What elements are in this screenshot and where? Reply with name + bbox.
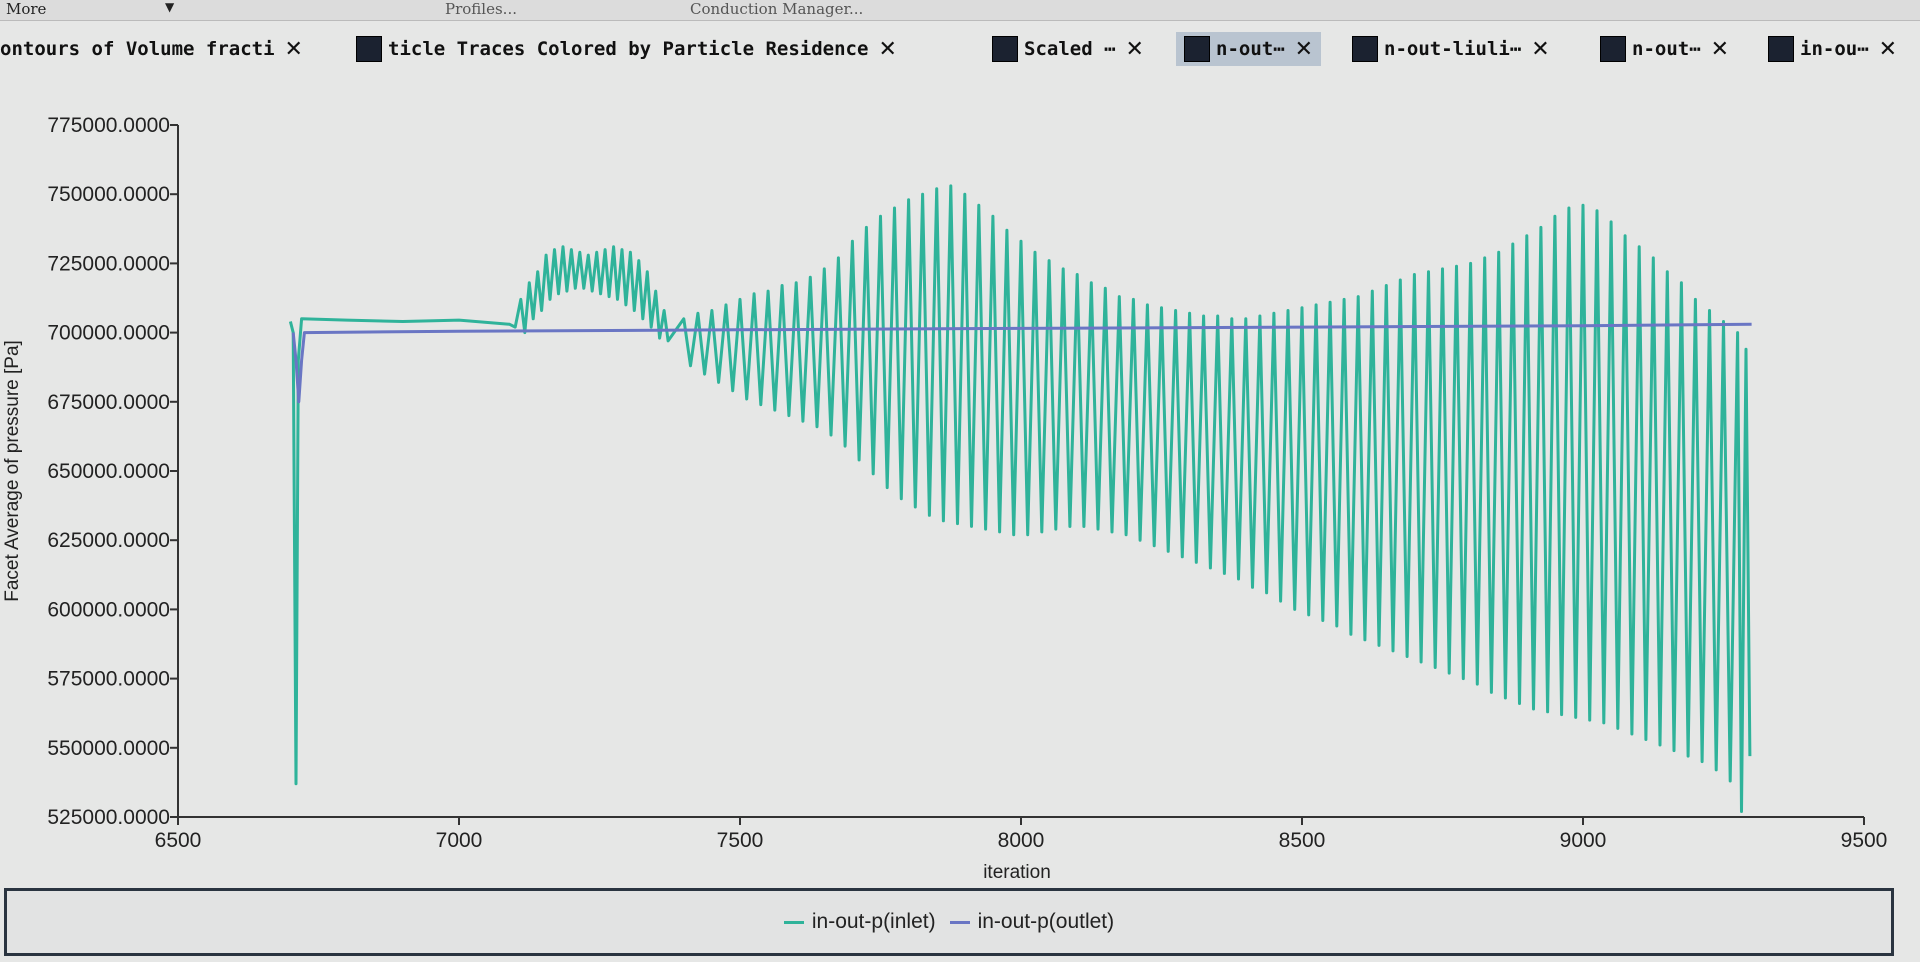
close-icon[interactable]: ✕ bbox=[1710, 36, 1730, 62]
close-icon[interactable]: ✕ bbox=[1531, 36, 1550, 62]
y-tick-label: 775000.0000 bbox=[47, 114, 170, 137]
y-tick-label: 625000.0000 bbox=[47, 529, 170, 552]
legend-item-outlet: in-out-p(outlet) bbox=[949, 910, 1115, 934]
tab-in-out-active[interactable]: n-out⋯ ✕ bbox=[1176, 32, 1322, 66]
x-tick-label: 8500 bbox=[1279, 829, 1326, 852]
y-tick-label: 650000.0000 bbox=[47, 460, 170, 483]
legend-label-inlet: in-out-p(inlet) bbox=[811, 910, 936, 933]
y-tick-label: 550000.0000 bbox=[47, 737, 170, 760]
conduction-manager-button[interactable]: Conduction Manager... bbox=[690, 0, 864, 18]
y-axis-title: Facet Average of pressure [Pa] bbox=[2, 340, 23, 602]
tab-scaled[interactable]: Scaled ⋯ ✕ bbox=[992, 32, 1144, 66]
y-tick-label: 725000.0000 bbox=[47, 252, 170, 275]
y-tick-label: 750000.0000 bbox=[47, 183, 170, 206]
y-tick-label: 600000.0000 bbox=[47, 598, 170, 621]
y-tick-label: 700000.0000 bbox=[47, 322, 170, 345]
graphics-window-icon bbox=[1768, 36, 1794, 62]
x-tick-label: 7000 bbox=[436, 829, 483, 852]
graphics-window-icon bbox=[1352, 36, 1378, 62]
legend-swatch-inlet bbox=[783, 920, 804, 924]
x-axis-title: iteration bbox=[983, 862, 1051, 880]
x-tick-label: 7500 bbox=[717, 829, 764, 852]
close-icon[interactable]: ✕ bbox=[1878, 36, 1898, 62]
tab-label: ticle Traces Colored by Particle Residen… bbox=[388, 38, 869, 60]
dropdown-arrow-icon[interactable]: ▼ bbox=[165, 0, 175, 14]
profiles-button[interactable]: Profiles... bbox=[445, 0, 517, 18]
legend-label-outlet: in-out-p(outlet) bbox=[977, 910, 1115, 933]
tab-label: in-ou⋯ bbox=[1800, 38, 1869, 60]
graphics-window-icon bbox=[1600, 36, 1626, 62]
tab-in-out-3[interactable]: in-ou⋯ ✕ bbox=[1768, 32, 1897, 66]
tab-label: n-out⋯ bbox=[1632, 38, 1701, 60]
tab-label: n-out⋯ bbox=[1216, 38, 1285, 60]
close-icon[interactable]: ✕ bbox=[1294, 36, 1314, 62]
tab-particle-traces[interactable]: ticle Traces Colored by Particle Residen… bbox=[356, 32, 897, 66]
graphics-window-icon bbox=[356, 36, 382, 62]
close-icon[interactable]: ✕ bbox=[1125, 36, 1144, 62]
x-tick-label: 6500 bbox=[155, 829, 202, 852]
graphics-window-icon bbox=[992, 36, 1018, 62]
series-line-outlet bbox=[291, 322, 1752, 404]
y-tick-label: 575000.0000 bbox=[47, 668, 170, 691]
toolbar: More ▼ Profiles... Conduction Manager... bbox=[0, 0, 1920, 21]
y-tick-label: 675000.0000 bbox=[47, 391, 170, 414]
legend-item-inlet: in-out-p(inlet) bbox=[783, 910, 936, 934]
x-tick-label: 9000 bbox=[1560, 829, 1607, 852]
x-tick-label: 9500 bbox=[1841, 829, 1888, 852]
legend-swatch-outlet bbox=[949, 920, 970, 924]
series-line-inlet bbox=[288, 184, 1752, 813]
tab-label: n-out-liuli⋯ bbox=[1384, 38, 1522, 60]
tab-in-out-liuli[interactable]: n-out-liuli⋯ ✕ bbox=[1352, 32, 1550, 66]
close-icon[interactable]: ✕ bbox=[878, 36, 897, 62]
xy-plot: 6500 7000 7500 8000 8500 9000 9500 525000.0000 5… bbox=[2, 114, 1888, 880]
graphics-tab-bar: ontours of Volume fracti ✕ ticle Traces C… bbox=[0, 28, 1920, 68]
y-tick-label: 525000.0000 bbox=[47, 806, 170, 829]
graphics-window-icon bbox=[1184, 36, 1210, 62]
tab-contours-volume-fraction[interactable]: ontours of Volume fracti ✕ bbox=[0, 32, 303, 66]
tab-label: Scaled ⋯ bbox=[1024, 38, 1116, 60]
legend: in-out-p(inlet) in-out-p(outlet) bbox=[4, 888, 1894, 956]
tab-label: ontours of Volume fracti bbox=[0, 38, 275, 60]
x-tick-label: 8000 bbox=[998, 829, 1045, 852]
tab-in-out-2[interactable]: n-out⋯ ✕ bbox=[1600, 32, 1729, 66]
more-button[interactable]: More bbox=[6, 0, 47, 18]
close-icon[interactable]: ✕ bbox=[284, 36, 303, 62]
